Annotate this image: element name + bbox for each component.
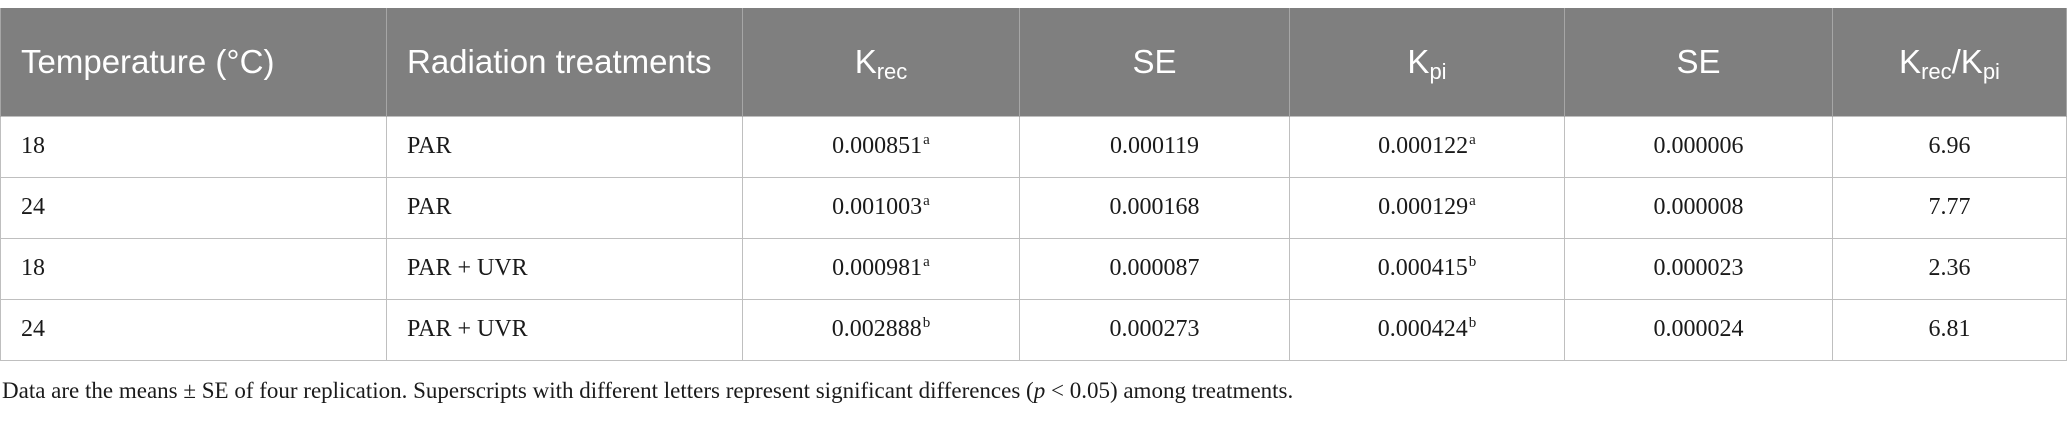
header-radiation-label: Radiation treatments (407, 42, 712, 80)
cell-krec-value: 0.001003 (832, 194, 923, 220)
cell-ratio: 6.96 (1832, 115, 2067, 178)
cell-krec-superscript: b (922, 315, 931, 331)
data-table-container: Temperature (°C) Radiation treatments Kr… (0, 8, 2067, 361)
header-row: Temperature (°C) Radiation treatments Kr… (0, 8, 2067, 116)
table-header: Temperature (°C) Radiation treatments Kr… (0, 8, 2067, 116)
table-body: 18 PAR 0.000851a 0.000119 0.000122a 0.00… (0, 115, 2067, 361)
cell-krec-value: 0.002888 (831, 316, 922, 342)
cell-temperature: 24 (0, 176, 387, 239)
cell-treatment: PAR + UVR (386, 237, 743, 300)
header-kpi: Kpi (1289, 8, 1565, 116)
header-krec-main: K (854, 42, 877, 80)
table-row: 24 PAR + UVR 0.002888b 0.000273 0.000424… (0, 298, 2067, 361)
cell-se-2: 0.000006 (1564, 115, 1833, 178)
footnote-text-before: Data are the means ± SE of four replicat… (2, 378, 1034, 403)
cell-krec-superscript: a (923, 254, 930, 270)
cell-se-1: 0.000273 (1019, 298, 1290, 361)
cell-kpi-value: 0.000122 (1378, 133, 1469, 159)
cell-kpi-superscript: a (1469, 132, 1476, 148)
footnote-italic-p: p (1033, 378, 1046, 403)
cell-kpi: 0.000415b (1289, 237, 1565, 300)
cell-kpi: 0.000129a (1289, 176, 1565, 239)
data-table: Temperature (°C) Radiation treatments Kr… (0, 8, 2067, 361)
cell-se-2: 0.000023 (1564, 237, 1833, 300)
header-ratio-main-2: /K (1951, 42, 1983, 80)
header-se-1-label: SE (1132, 42, 1177, 80)
header-kpi-sub: pi (1429, 58, 1447, 84)
cell-krec: 0.001003a (742, 176, 1020, 239)
header-ratio-sub: rec (1921, 58, 1952, 84)
header-radiation-treatments: Radiation treatments (386, 8, 743, 116)
header-temperature-label: Temperature (°C) (21, 42, 275, 80)
cell-kpi-superscript: a (1469, 193, 1476, 209)
cell-krec-superscript: a (923, 132, 930, 148)
header-krec: Krec (742, 8, 1020, 116)
cell-temperature: 18 (0, 237, 387, 300)
cell-krec: 0.000981a (742, 237, 1020, 300)
cell-kpi-superscript: b (1468, 254, 1477, 270)
table-row: 18 PAR 0.000851a 0.000119 0.000122a 0.00… (0, 115, 2067, 178)
header-temperature: Temperature (°C) (0, 8, 387, 116)
cell-kpi: 0.000424b (1289, 298, 1565, 361)
cell-treatment: PAR (386, 176, 743, 239)
cell-kpi-value: 0.000415 (1377, 255, 1468, 281)
header-kpi-main: K (1407, 42, 1430, 80)
cell-treatment: PAR + UVR (386, 298, 743, 361)
cell-krec-superscript: a (923, 193, 930, 209)
header-se-2-label: SE (1676, 42, 1721, 80)
cell-ratio: 6.81 (1832, 298, 2067, 361)
header-se-1: SE (1019, 8, 1290, 116)
cell-se-1: 0.000087 (1019, 237, 1290, 300)
cell-ratio: 2.36 (1832, 237, 2067, 300)
header-ratio: Krec/Kpi (1832, 8, 2067, 116)
cell-kpi: 0.000122a (1289, 115, 1565, 178)
header-ratio-main: K (1899, 42, 1922, 80)
cell-krec: 0.000851a (742, 115, 1020, 178)
header-krec-sub: rec (876, 58, 908, 84)
cell-treatment: PAR (386, 115, 743, 178)
cell-se-2: 0.000024 (1564, 298, 1833, 361)
cell-temperature: 18 (0, 115, 387, 178)
cell-krec: 0.002888b (742, 298, 1020, 361)
header-ratio-sub-2: pi (1982, 58, 2000, 84)
footnote-text-after: < 0.05) among treatments. (1045, 378, 1294, 403)
cell-se-2: 0.000008 (1564, 176, 1833, 239)
table-footnote: Data are the means ± SE of four replicat… (2, 378, 1293, 404)
cell-kpi-value: 0.000129 (1378, 194, 1469, 220)
cell-krec-value: 0.000981 (832, 255, 923, 281)
table-row: 18 PAR + UVR 0.000981a 0.000087 0.000415… (0, 237, 2067, 300)
cell-se-1: 0.000168 (1019, 176, 1290, 239)
cell-se-1: 0.000119 (1019, 115, 1290, 178)
cell-temperature: 24 (0, 298, 387, 361)
cell-kpi-value: 0.000424 (1377, 316, 1468, 342)
cell-kpi-superscript: b (1468, 315, 1477, 331)
cell-ratio: 7.77 (1832, 176, 2067, 239)
cell-krec-value: 0.000851 (832, 133, 923, 159)
header-se-2: SE (1564, 8, 1833, 116)
table-row: 24 PAR 0.001003a 0.000168 0.000129a 0.00… (0, 176, 2067, 239)
